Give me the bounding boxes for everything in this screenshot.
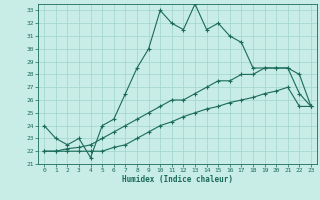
X-axis label: Humidex (Indice chaleur): Humidex (Indice chaleur) bbox=[122, 175, 233, 184]
